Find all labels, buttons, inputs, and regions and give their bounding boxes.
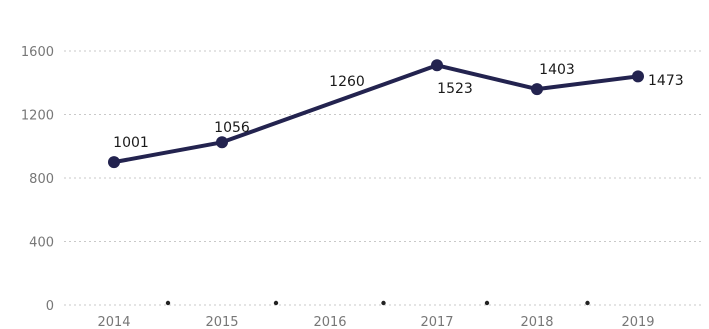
data-point [108,156,120,169]
x-tick-label: 2016 [313,315,346,329]
data-label: 1056 [214,120,250,136]
x-tick-label: 2017 [420,315,453,329]
y-tick-label: 0 [46,299,54,314]
data-point [531,83,543,96]
data-label: 1260 [329,74,365,90]
y-tick-label: 400 [29,236,54,251]
x-tick-label: 2015 [205,315,238,329]
x-axis-ticks: 2014 2015 2016 2017 2018 2019 [97,300,655,329]
y-tick-label: 1600 [21,45,54,60]
data-label: 1523 [437,81,473,97]
data-label: 1001 [113,135,149,151]
x-tick-label: 2018 [520,315,553,329]
x-tick-label: 2014 [97,315,130,329]
y-axis-ticks: 0 400 800 1200 1600 [21,45,54,314]
baseline-dot [381,300,386,306]
y-tick-label: 800 [29,172,54,187]
series-group [108,59,644,169]
x-tick-label: 2019 [621,315,654,329]
data-point [632,70,644,83]
data-labels: 1001 1056 1260 1523 1403 1473 [113,62,683,151]
baseline-dot [165,300,171,306]
baseline-dot [585,300,590,306]
data-label: 1473 [648,73,684,89]
baseline-dot [273,300,279,306]
data-point [431,59,443,72]
baseline-dot [484,300,490,306]
series-line [112,63,640,165]
data-label: 1403 [539,62,575,78]
data-point [216,136,228,149]
gridlines [64,50,702,306]
y-tick-label: 1200 [21,109,54,124]
